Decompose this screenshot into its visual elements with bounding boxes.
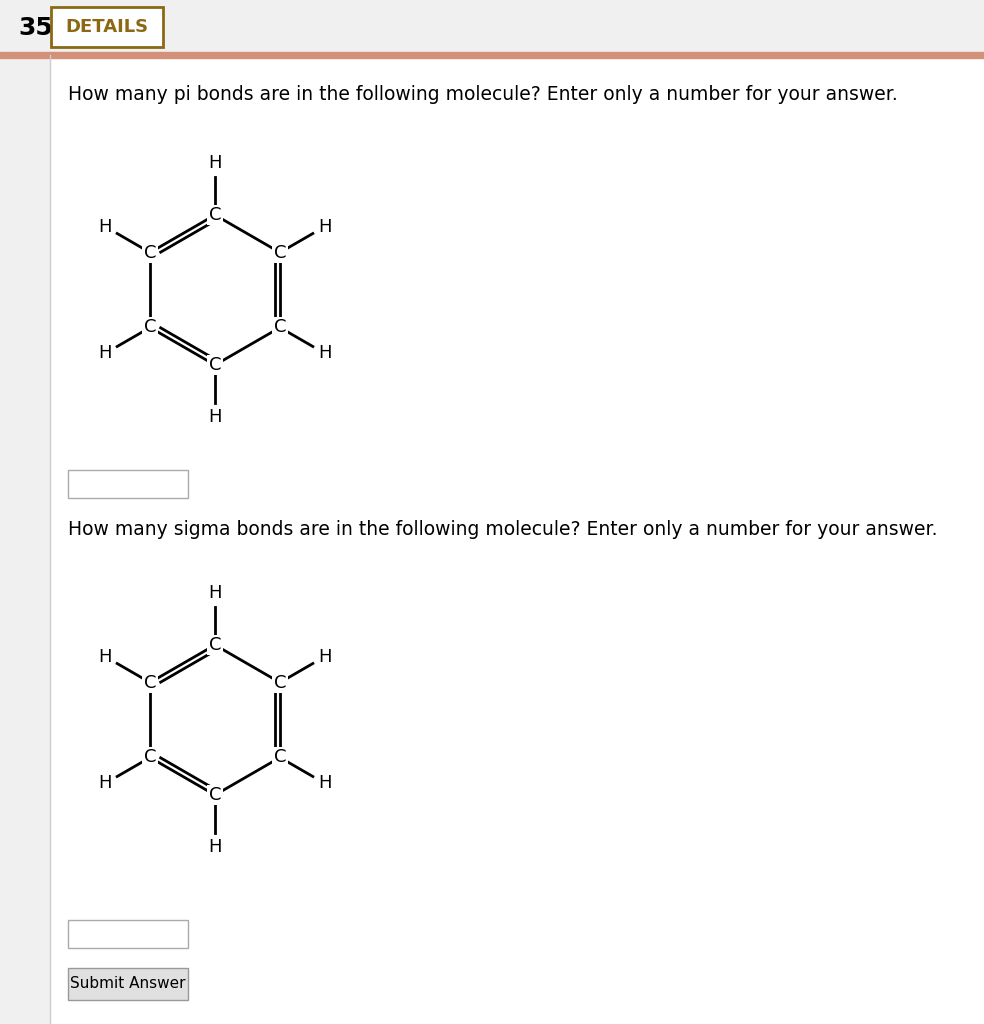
Text: C: C: [274, 749, 286, 767]
Text: C: C: [274, 318, 286, 337]
Text: H: H: [209, 408, 221, 426]
Text: H: H: [98, 217, 112, 236]
Text: C: C: [209, 206, 221, 224]
Text: 35.: 35.: [18, 16, 62, 40]
Text: H: H: [209, 584, 221, 602]
Text: Submit Answer: Submit Answer: [70, 977, 186, 991]
Text: C: C: [209, 786, 221, 804]
Text: C: C: [274, 244, 286, 261]
Text: H: H: [318, 647, 332, 666]
Text: C: C: [144, 749, 156, 767]
Text: C: C: [209, 356, 221, 374]
Text: H: H: [318, 344, 332, 362]
Text: H: H: [318, 774, 332, 793]
FancyBboxPatch shape: [68, 470, 188, 498]
Text: DETAILS: DETAILS: [66, 18, 149, 36]
FancyBboxPatch shape: [51, 7, 163, 47]
Text: C: C: [274, 674, 286, 691]
FancyBboxPatch shape: [68, 920, 188, 948]
Text: How many pi bonds are in the following molecule? Enter only a number for your an: How many pi bonds are in the following m…: [68, 85, 897, 104]
Text: H: H: [98, 774, 112, 793]
Text: H: H: [318, 217, 332, 236]
Text: C: C: [144, 674, 156, 691]
Text: H: H: [209, 838, 221, 856]
Text: H: H: [98, 344, 112, 362]
Text: C: C: [144, 318, 156, 337]
Text: H: H: [209, 154, 221, 172]
Text: C: C: [144, 244, 156, 261]
Text: H: H: [98, 647, 112, 666]
FancyBboxPatch shape: [68, 968, 188, 1000]
Text: How many sigma bonds are in the following molecule? Enter only a number for your: How many sigma bonds are in the followin…: [68, 520, 938, 539]
Text: C: C: [209, 636, 221, 654]
Bar: [0, 52, 984, 58]
